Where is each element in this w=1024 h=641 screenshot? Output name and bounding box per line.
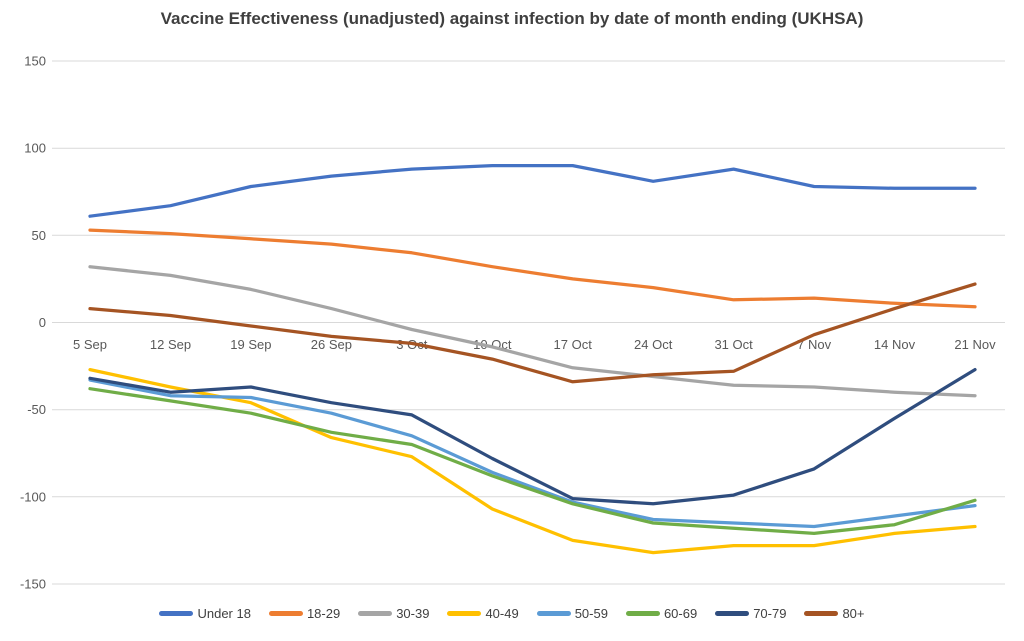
legend-label-80plus: 80+: [842, 606, 865, 621]
y-tick-label-150: 150: [24, 54, 46, 69]
legend-item-50-59: 50-59: [536, 606, 608, 621]
y-tick-label-100: 100: [24, 141, 46, 156]
legend-swatch-under-18: [159, 611, 194, 616]
x-tick-label-26-sep: 26 Sep: [311, 337, 352, 352]
legend-swatch-30-39: [358, 611, 393, 616]
series-line-60-69: [88, 387, 977, 536]
x-tick-label-17-oct: 17 Oct: [554, 337, 593, 352]
series-line-18-29: [88, 228, 977, 309]
x-tick-label-12-sep: 12 Sep: [150, 337, 191, 352]
legend-swatch-70-79: [715, 611, 750, 616]
series-line-under-18: [88, 163, 977, 218]
series-line-80plus: [88, 282, 977, 384]
legend-swatch-80plus: [804, 611, 839, 616]
x-tick-label-21-nov: 21 Nov: [954, 337, 996, 352]
x-tick-label-31-oct: 31 Oct: [714, 337, 753, 352]
legend-label-30-39: 30-39: [396, 606, 430, 621]
legend-item-60-69: 60-69: [625, 606, 698, 621]
legend-label-70-79: 70-79: [753, 606, 787, 621]
x-tick-label-19-sep: 19 Sep: [230, 337, 271, 352]
legend-swatch-18-29: [268, 611, 303, 616]
legend-swatch-50-59: [536, 611, 571, 616]
legend-item-70-79: 70-79: [715, 606, 786, 621]
y-tick-label--150: -150: [20, 577, 46, 592]
y-tick-label--100: -100: [20, 489, 46, 504]
legend-label-50-59: 50-59: [574, 606, 608, 621]
x-tick-label-14-nov: 14 Nov: [874, 337, 916, 352]
legend-label-60-69: 60-69: [663, 606, 698, 621]
legend: Under 18 18-29 30-39 40-49 50-59 60-69 70-79 80…: [0, 606, 1024, 621]
y-tick-label-0: 0: [39, 315, 46, 330]
plot-area: 150 100 50 0 -50 -100 -150 5 Sep 12 Sep 19 Sep 26 …: [20, 54, 1005, 592]
x-tick-label-7-nov: 7 Nov: [797, 337, 831, 352]
legend-item-80plus: 80+: [804, 606, 865, 621]
legend-label-18-29: 18-29: [306, 606, 341, 621]
legend-label-40-49: 40-49: [485, 606, 519, 621]
chart-title: Vaccine Effectiveness (unadjusted) again…: [160, 9, 864, 28]
x-tick-label-24-oct: 24 Oct: [634, 337, 673, 352]
legend-label-under-18: Under 18: [197, 606, 251, 621]
legend-item-under-18: Under 18: [159, 606, 251, 621]
series-line-40-49: [88, 367, 977, 555]
y-tick-label--50: -50: [27, 402, 46, 417]
legend-swatch-40-49: [447, 611, 482, 616]
legend-swatch-60-69: [625, 611, 660, 616]
x-tick-label-5-sep: 5 Sep: [73, 337, 107, 352]
y-tick-label-50: 50: [32, 228, 46, 243]
legend-item-30-39: 30-39: [358, 606, 429, 621]
series-line-70-79: [88, 367, 977, 506]
legend-item-18-29: 18-29: [268, 606, 341, 621]
legend-item-40-49: 40-49: [447, 606, 519, 621]
series-line-30-39: [88, 265, 977, 398]
series-line-50-59: [88, 378, 977, 529]
